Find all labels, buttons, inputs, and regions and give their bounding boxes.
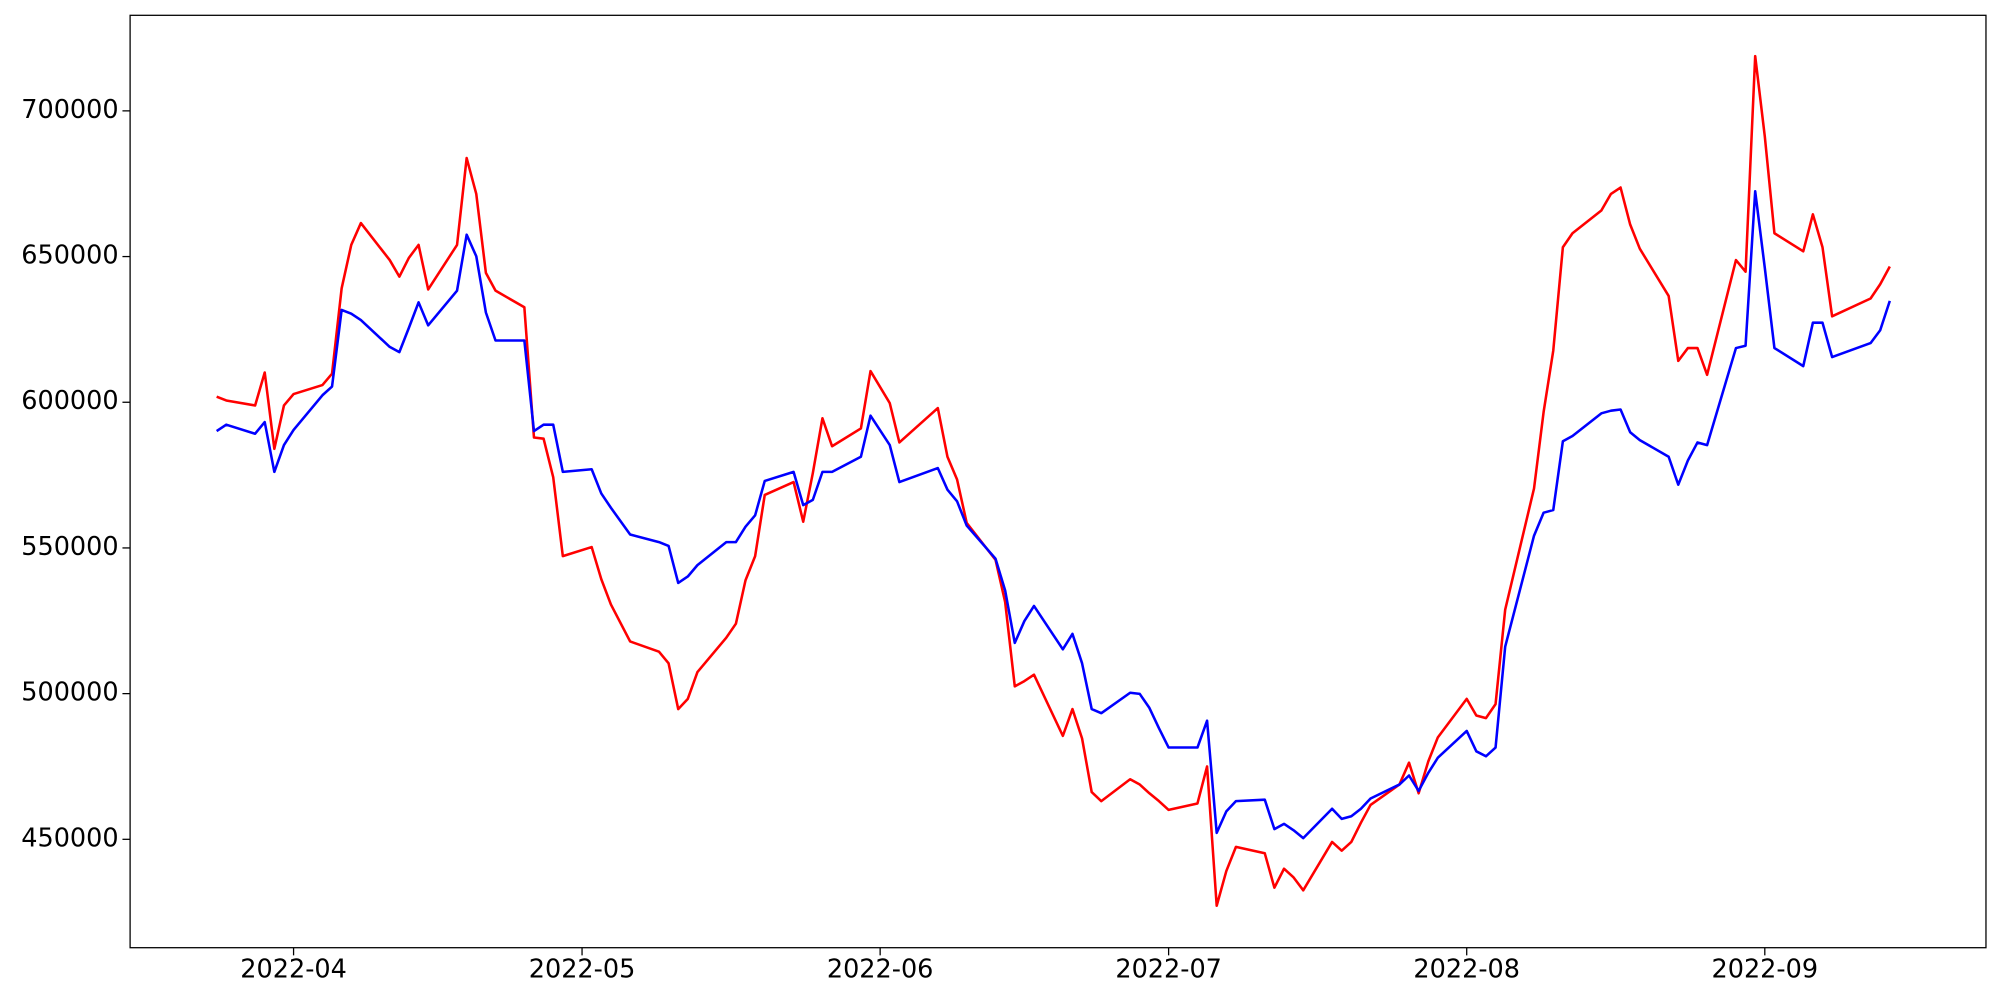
y-tick-label: 550000 (21, 532, 118, 562)
series-line (215, 190, 1892, 840)
x-tick-label: 2022-07 (1115, 955, 1222, 985)
y-tick-label: 700000 (21, 95, 118, 125)
x-tick-label: 2022-06 (827, 955, 934, 985)
series-line (216, 54, 1891, 908)
y-tick-label: 650000 (21, 241, 118, 271)
x-tick-label: 2022-08 (1413, 955, 1520, 985)
y-tick-label: 600000 (21, 386, 118, 416)
plot-frame (129, 14, 1987, 949)
y-tick-label: 450000 (21, 823, 118, 853)
x-tick-label: 2022-05 (529, 955, 636, 985)
x-tick-label: 2022-04 (240, 955, 347, 985)
y-tick-label: 500000 (21, 678, 118, 708)
x-tick-label: 2022-09 (1712, 955, 1819, 985)
